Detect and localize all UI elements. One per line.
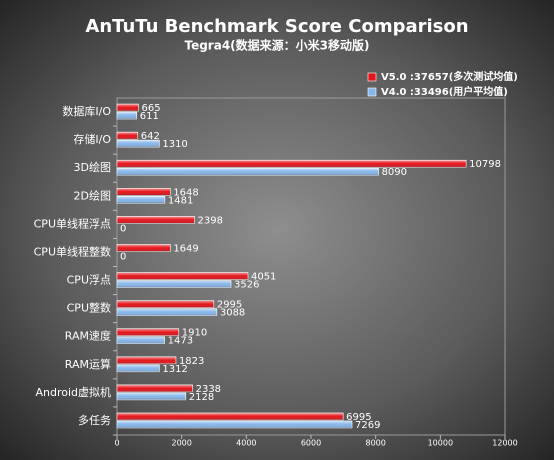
value-label: 3088	[220, 308, 245, 319]
chart-subtitle: Tegra4(数据来源：小米3移动版)	[184, 38, 369, 53]
bar-shine	[117, 244, 171, 252]
legend-label: V5.0 :37657(多次测试均值)	[381, 70, 518, 83]
bar-shine	[117, 300, 214, 308]
y-tick-label: 存储I/O	[73, 132, 111, 146]
bar-shine	[117, 216, 195, 224]
value-label: 1648	[173, 187, 198, 198]
value-label: 1649	[173, 243, 198, 254]
value-label: 642	[141, 131, 160, 142]
bar-shine	[117, 140, 160, 148]
chart-title: AnTuTu Benchmark Score Comparison	[85, 16, 468, 37]
x-tick-label: 8000	[365, 439, 385, 448]
bar-shine	[117, 420, 353, 428]
value-label: 2398	[198, 215, 223, 226]
x-tick-label: 0	[114, 439, 119, 448]
value-label: 3526	[234, 280, 259, 291]
bar-shine	[117, 196, 165, 204]
bar-shine	[117, 308, 217, 316]
value-label: 665	[142, 103, 161, 114]
x-tick-label: 6000	[301, 439, 321, 448]
bar-shine	[117, 272, 248, 280]
x-tick-label: 2000	[171, 439, 191, 448]
y-tick-label: CPU浮点	[67, 274, 111, 287]
value-label: 8090	[382, 167, 407, 178]
bar-shine	[117, 364, 160, 372]
value-label: 1823	[179, 356, 204, 367]
value-label: 4051	[251, 272, 276, 283]
value-label: 0	[120, 223, 126, 234]
bar-shine	[117, 188, 171, 196]
value-label: 6995	[346, 412, 371, 423]
y-tick-label: RAM运算	[65, 357, 111, 371]
bar-shine	[117, 356, 176, 364]
bar-shine	[117, 328, 179, 336]
bar-shine	[117, 336, 165, 344]
bar-shine	[117, 392, 186, 400]
bar-shine	[117, 112, 137, 120]
y-tick-label: 多任务	[78, 413, 111, 427]
value-label: 1310	[162, 139, 187, 150]
legend-swatch	[367, 87, 377, 97]
y-tick-label: CPU整数	[67, 301, 111, 315]
value-label: 1910	[182, 328, 207, 339]
value-label: 0	[120, 251, 126, 262]
value-label: 2338	[196, 384, 221, 395]
value-label: 10798	[469, 159, 501, 170]
bar-shine	[117, 280, 232, 288]
value-label: 7269	[355, 420, 380, 431]
value-label: 2128	[189, 392, 214, 403]
y-tick-label: Android虚拟机	[35, 385, 111, 399]
y-tick-label: 3D绘图	[74, 160, 111, 174]
bar-shine	[117, 412, 344, 420]
legend-swatch	[367, 72, 377, 82]
legend-label: V4.0 :33496(用户平均值)	[381, 85, 508, 98]
x-tick-label: 4000	[236, 439, 256, 448]
bar-shine	[117, 384, 193, 392]
y-tick-label: CPU单线程浮点	[34, 216, 111, 230]
x-tick-label: 12000	[492, 439, 517, 448]
bar-shine	[117, 168, 379, 176]
x-tick-label: 10000	[428, 439, 453, 448]
value-label: 1473	[168, 336, 193, 347]
bar-shine	[117, 104, 139, 112]
value-label: 2995	[217, 300, 242, 311]
value-label: 1312	[162, 364, 187, 375]
value-label: 611	[140, 111, 159, 122]
value-label: 1481	[168, 195, 193, 206]
bar-shine	[117, 132, 138, 140]
y-tick-label: RAM速度	[65, 329, 111, 343]
y-tick-label: 数据库I/O	[62, 104, 111, 118]
y-tick-label: 2D绘图	[74, 188, 111, 202]
y-tick-label: CPU单线程整数	[34, 244, 111, 258]
bar-shine	[117, 160, 467, 168]
